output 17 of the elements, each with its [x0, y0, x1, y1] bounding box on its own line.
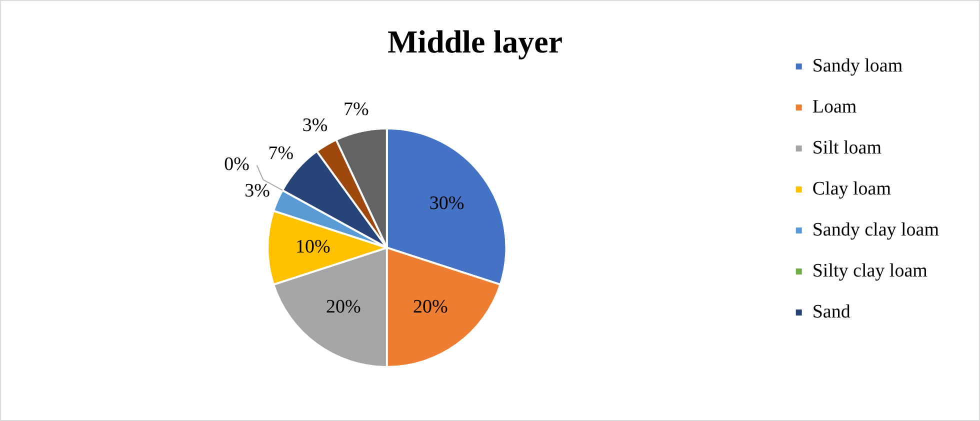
- text: 0%: [224, 154, 250, 176]
- data-label: 3%: [302, 115, 328, 136]
- data-label: 7%: [343, 98, 369, 120]
- data-label: 10%: [296, 236, 331, 258]
- legend-label: Silt loam: [812, 137, 882, 158]
- legend-label: Clay loam: [812, 178, 892, 200]
- legend-label: Sandy clay loam: [812, 219, 940, 240]
- legend-label: Silty clay loam: [812, 260, 928, 282]
- chart-title: Middle layer: [387, 23, 563, 60]
- legend-label: Loam: [812, 96, 857, 118]
- legend-label: Sand: [812, 301, 851, 322]
- data-label: 30%: [429, 193, 464, 214]
- data-label: 20%: [412, 296, 448, 318]
- data-label: 7%: [268, 143, 294, 164]
- data-label: 20%: [326, 296, 362, 318]
- legend-label: Sandy loam: [812, 55, 903, 76]
- data-label: 3%: [244, 180, 270, 202]
